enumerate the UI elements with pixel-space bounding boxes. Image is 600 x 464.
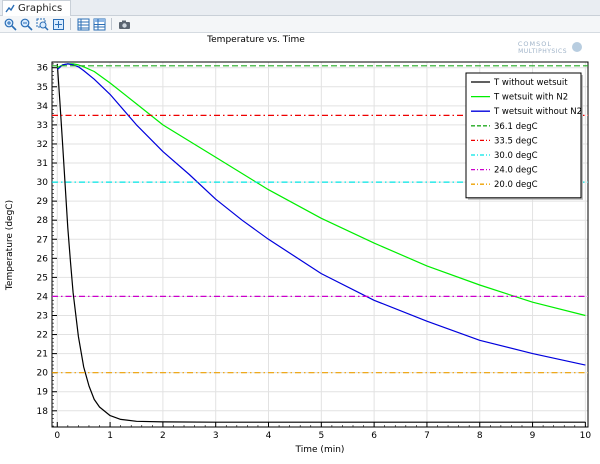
y-tick-label: 35: [37, 83, 48, 93]
tab-graphics[interactable]: Graphics: [2, 0, 72, 16]
graphics-toolbar: [0, 16, 600, 33]
y-tick-label: 33: [37, 121, 48, 131]
series-line: [56, 63, 586, 423]
y-tick-label: 34: [37, 102, 49, 112]
zoom-out-icon[interactable]: [19, 17, 33, 31]
logo-line1: COMSOL: [518, 40, 552, 48]
y-tick-label: 26: [37, 254, 49, 264]
y-tick-label: 27: [37, 235, 48, 245]
zoom-in-icon[interactable]: [3, 17, 17, 31]
y-tick-label: 32: [37, 140, 48, 150]
legend-entry: 24.0 degC: [494, 166, 538, 176]
legend-entry: 33.5 degC: [494, 136, 538, 146]
legend-entry: T wetsuit without N2: [493, 107, 582, 117]
y-tick-label: 36: [37, 64, 49, 74]
y-tick-label: 24: [37, 292, 49, 302]
x-tick-label: 5: [318, 431, 324, 441]
table-icon[interactable]: [92, 17, 106, 31]
graphics-icon: [5, 4, 15, 12]
legend-entry: 30.0 degC: [494, 151, 538, 161]
chart-title: Temperature vs. Time: [206, 35, 305, 45]
y-tick-label: 28: [37, 216, 49, 226]
legend-entry: T without wetsuit: [493, 78, 568, 88]
y-axis-label: Temperature (degC): [5, 200, 15, 291]
y-tick-label: 25: [37, 273, 48, 283]
logo-line2: MULTIPHYSICS: [518, 48, 567, 55]
legend-entry: 36.1 degC: [494, 122, 538, 132]
y-tick-label: 30: [37, 178, 49, 188]
x-tick-label: 0: [54, 431, 60, 441]
legend-box: [465, 72, 582, 199]
x-tick-label: 9: [530, 431, 536, 441]
series-line: [57, 63, 586, 317]
legend-entry: 20.0 degC: [494, 180, 538, 190]
comsol-logo: COMSOL MULTIPHYSICS: [518, 40, 582, 55]
y-tick-label: 23: [37, 311, 48, 321]
y-tick-label: 31: [37, 159, 48, 169]
y-tick-label: 21: [37, 350, 48, 360]
x-tick-label: 2: [160, 431, 166, 441]
axis-settings-icon[interactable]: [76, 17, 90, 31]
zoom-extents-icon[interactable]: [51, 17, 65, 31]
axes: 0 1 2 3 4 5 6 7 8 9 101819202122232425262728293031…: [37, 61, 592, 441]
x-tick-label: 1: [107, 431, 113, 441]
y-tick-label: 22: [37, 331, 48, 341]
x-tick-label: 7: [424, 431, 430, 441]
plot-frame: [51, 61, 589, 428]
y-tick-label: 29: [37, 197, 49, 207]
legend: T without wetsuit T wetsuit with N2 T wets…: [465, 72, 583, 200]
toolbar-separator: [111, 18, 112, 30]
camera-icon[interactable]: [117, 17, 131, 31]
x-tick-label: 3: [213, 431, 219, 441]
x-tick-label: 10: [580, 431, 592, 441]
temperature-chart[interactable]: Temperature vs. Time COMSOL MULTIPHYSICS…: [0, 33, 600, 460]
plot-area[interactable]: Temperature vs. Time COMSOL MULTIPHYSICS…: [0, 33, 600, 460]
legend-entry: T wetsuit with N2: [493, 93, 568, 103]
x-tick-label: 8: [477, 431, 483, 441]
tab-bar: Graphics: [0, 0, 600, 16]
y-tick-label: 19: [37, 388, 49, 398]
zoom-box-icon[interactable]: [35, 17, 49, 31]
y-tick-label: 18: [37, 407, 49, 417]
x-axis-label: Time (min): [295, 445, 345, 455]
x-tick-label: 6: [371, 431, 377, 441]
logo-globe-icon: [572, 42, 582, 52]
tab-title: Graphics: [18, 3, 63, 14]
toolbar-separator: [70, 18, 71, 30]
y-tick-label: 20: [37, 369, 49, 379]
x-tick-label: 4: [266, 431, 272, 441]
